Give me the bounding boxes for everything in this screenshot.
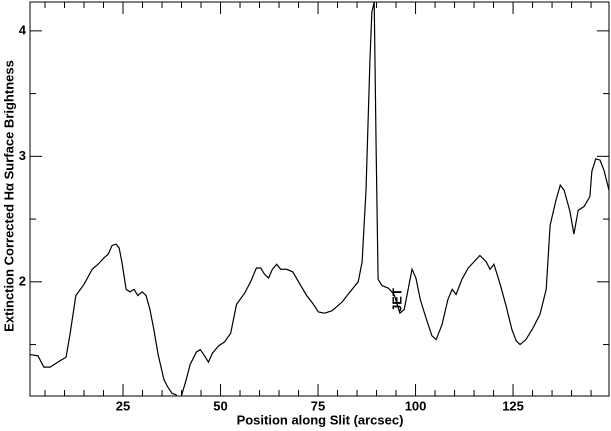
x-tick-label: 125	[502, 398, 524, 413]
y-axis-label: Extinction Corrected Hα Surface Brightne…	[1, 60, 16, 332]
annotation: JET	[389, 288, 404, 312]
x-tick-label: 25	[116, 398, 130, 413]
y-tick-label: 3	[19, 148, 26, 163]
y-tick-label: 2	[19, 273, 26, 288]
x-axis-label: Position along Slit (arcsec)	[237, 412, 404, 427]
x-tick-label: 75	[311, 398, 325, 413]
x-tick-label: 50	[213, 398, 227, 413]
plot-frame	[29, 1, 610, 397]
data-line	[30, 2, 609, 396]
x-tick-label: 100	[405, 398, 427, 413]
y-tick-label: 4	[19, 22, 27, 37]
